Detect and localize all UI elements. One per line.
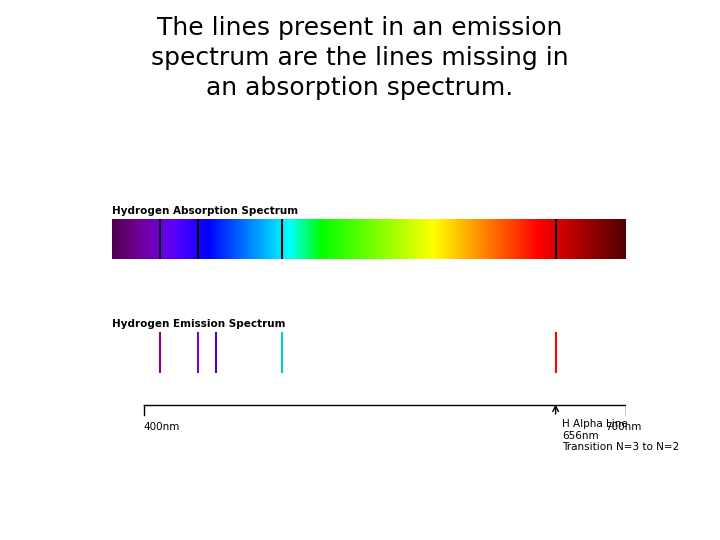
- Text: The lines present in an emission
spectrum are the lines missing in
an absorption: The lines present in an emission spectru…: [151, 16, 569, 99]
- Text: Hydrogen Absorption Spectrum: Hydrogen Absorption Spectrum: [112, 206, 298, 216]
- Text: H Alpha Line
656nm
Transition N=3 to N=2: H Alpha Line 656nm Transition N=3 to N=2: [562, 419, 679, 452]
- Text: 700nm: 700nm: [605, 422, 642, 432]
- Text: Hydrogen Emission Spectrum: Hydrogen Emission Spectrum: [112, 319, 285, 329]
- Text: 400nm: 400nm: [144, 422, 180, 432]
